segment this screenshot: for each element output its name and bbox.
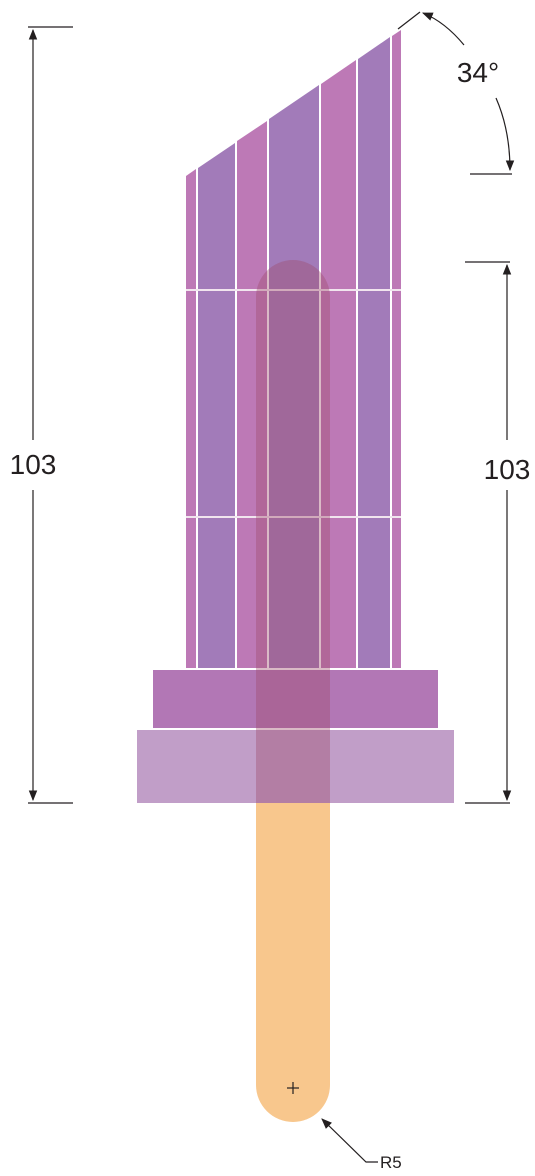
stripe-2 (198, 143, 235, 668)
left-dimension-label: 103 (10, 449, 57, 480)
angle-label: 34° (457, 57, 499, 88)
stripe-3 (237, 121, 267, 668)
stick (256, 730, 330, 1122)
right-dimension-label: 103 (484, 454, 531, 485)
radius-label: R5 (380, 1153, 402, 1172)
base-top (153, 670, 438, 728)
striped-block (186, 30, 401, 668)
stripe-4 (269, 85, 319, 668)
inner-core (256, 260, 330, 803)
base-bottom (137, 730, 454, 803)
stripe-1 (186, 169, 196, 668)
radius-leader (321, 1118, 378, 1163)
angle-dimension (397, 11, 515, 175)
left-dimension (28, 26, 73, 804)
right-dimension (465, 261, 512, 804)
stripe-6 (358, 37, 390, 668)
center-mark (287, 1082, 299, 1094)
stripe-7 (392, 30, 401, 668)
